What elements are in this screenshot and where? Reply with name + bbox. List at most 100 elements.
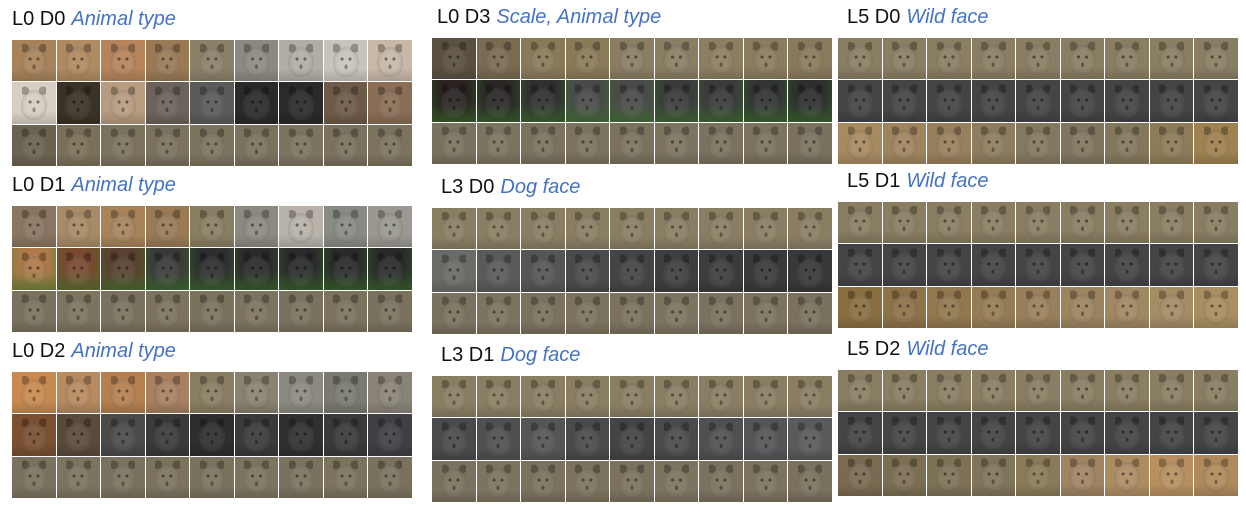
layer-dim-code: L5 D2 bbox=[847, 338, 901, 360]
sample-image bbox=[610, 292, 654, 334]
sample-image bbox=[1016, 370, 1060, 412]
sample-image bbox=[1105, 122, 1149, 164]
sample-image bbox=[101, 40, 145, 82]
sample-image bbox=[521, 250, 565, 292]
panel-l3-d1: L3 D1 Dog face bbox=[432, 338, 832, 502]
panel-label: L5 D0 Wild face bbox=[847, 0, 988, 34]
sample-image bbox=[12, 372, 56, 414]
sample-image bbox=[743, 38, 788, 80]
sample-image bbox=[927, 202, 971, 244]
sample-image bbox=[610, 376, 654, 418]
sample-image bbox=[788, 250, 832, 292]
sample-image bbox=[323, 372, 368, 414]
sample-image bbox=[521, 376, 565, 418]
sample-image bbox=[654, 208, 699, 250]
sample-image bbox=[610, 250, 654, 292]
sample-image bbox=[12, 290, 56, 332]
panel-label: L5 D1 Wild face bbox=[847, 164, 988, 198]
sample-image bbox=[1105, 38, 1149, 80]
sample-image bbox=[1149, 122, 1194, 164]
layer-dim-code: L0 D1 bbox=[12, 174, 66, 196]
sample-image bbox=[190, 248, 234, 290]
sample-image bbox=[654, 80, 699, 122]
sample-image bbox=[927, 412, 971, 454]
sample-image bbox=[190, 456, 234, 498]
sample-image bbox=[234, 248, 279, 290]
sample-image bbox=[1060, 38, 1105, 80]
sample-image bbox=[279, 290, 323, 332]
sample-image bbox=[1016, 412, 1060, 454]
sample-image bbox=[565, 122, 610, 164]
sample-image bbox=[838, 412, 882, 454]
sample-image bbox=[56, 290, 101, 332]
sample-image bbox=[1105, 412, 1149, 454]
attribute-name: Animal type bbox=[71, 8, 176, 30]
sample-image bbox=[1194, 412, 1238, 454]
sample-image bbox=[1194, 370, 1238, 412]
sample-image bbox=[565, 460, 610, 502]
sample-image bbox=[1194, 244, 1238, 286]
sample-image bbox=[927, 244, 971, 286]
sample-image bbox=[234, 40, 279, 82]
layer-dim-code: L0 D0 bbox=[12, 8, 66, 30]
sample-image bbox=[565, 292, 610, 334]
sample-image bbox=[788, 460, 832, 502]
sample-image bbox=[190, 372, 234, 414]
sample-image bbox=[927, 38, 971, 80]
sample-image bbox=[101, 456, 145, 498]
sample-image bbox=[234, 206, 279, 248]
panel-label: L5 D2 Wild face bbox=[847, 332, 988, 366]
panel-label: L0 D3 Scale, Animal type bbox=[437, 0, 661, 34]
layer-dim-code: L3 D1 bbox=[441, 344, 495, 366]
attribute-name: Scale, Animal type bbox=[496, 6, 662, 28]
sample-image bbox=[1105, 202, 1149, 244]
sample-image bbox=[882, 244, 927, 286]
sample-image bbox=[654, 122, 699, 164]
sample-image bbox=[1194, 286, 1238, 328]
sample-image bbox=[1060, 122, 1105, 164]
sample-image bbox=[654, 376, 699, 418]
sample-image bbox=[432, 38, 476, 80]
sample-image bbox=[699, 418, 743, 460]
sample-image bbox=[610, 38, 654, 80]
sample-image bbox=[1105, 454, 1149, 496]
sample-image bbox=[432, 418, 476, 460]
sample-image bbox=[699, 80, 743, 122]
sample-image bbox=[145, 414, 190, 456]
sample-image bbox=[788, 376, 832, 418]
sample-image bbox=[971, 202, 1016, 244]
sample-image bbox=[279, 372, 323, 414]
sample-image bbox=[882, 122, 927, 164]
sample-image bbox=[788, 418, 832, 460]
sample-image bbox=[927, 80, 971, 122]
sample-image bbox=[12, 40, 56, 82]
sample-image bbox=[279, 414, 323, 456]
sample-image bbox=[1060, 244, 1105, 286]
sample-image bbox=[1149, 412, 1194, 454]
sample-image bbox=[521, 38, 565, 80]
sample-image bbox=[565, 250, 610, 292]
sample-image bbox=[234, 414, 279, 456]
sample-image bbox=[699, 292, 743, 334]
sample-image bbox=[610, 122, 654, 164]
sample-image bbox=[190, 124, 234, 166]
sample-image bbox=[838, 122, 882, 164]
sample-image bbox=[521, 460, 565, 502]
sample-image bbox=[101, 124, 145, 166]
sample-image bbox=[190, 82, 234, 124]
sample-image bbox=[56, 456, 101, 498]
sample-image bbox=[1016, 286, 1060, 328]
sample-image bbox=[432, 292, 476, 334]
sample-image bbox=[699, 38, 743, 80]
sample-image bbox=[279, 206, 323, 248]
sample-image bbox=[882, 370, 927, 412]
attribute-name: Animal type bbox=[71, 340, 176, 362]
sample-image bbox=[234, 82, 279, 124]
sample-image bbox=[971, 454, 1016, 496]
sample-image bbox=[1194, 202, 1238, 244]
sample-image bbox=[927, 454, 971, 496]
sample-image bbox=[12, 124, 56, 166]
sample-image bbox=[323, 124, 368, 166]
sample-image bbox=[1016, 38, 1060, 80]
sample-image bbox=[145, 290, 190, 332]
